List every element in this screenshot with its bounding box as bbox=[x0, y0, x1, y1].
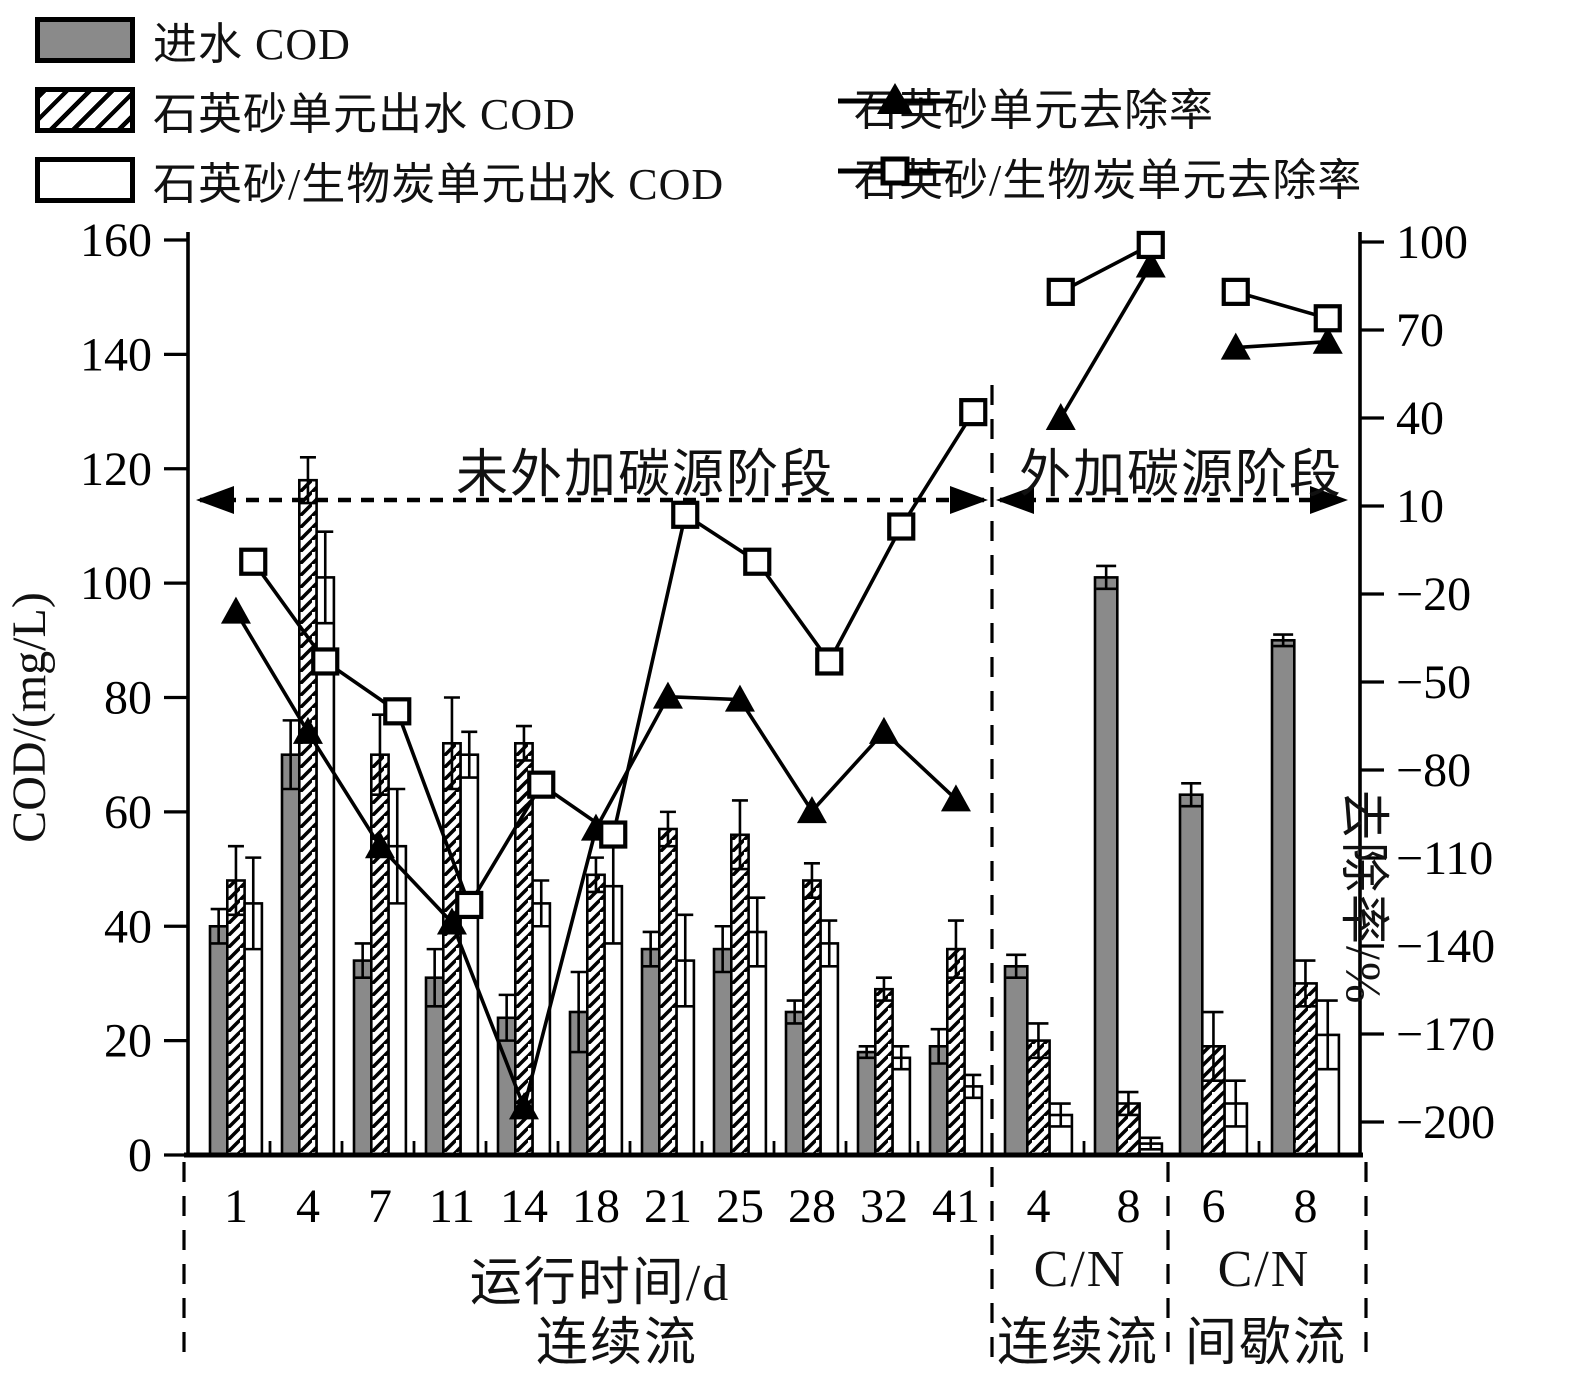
right-axis-title: 去除率/% bbox=[1336, 790, 1392, 1006]
legend-item-influent-cod: 进水 COD bbox=[35, 8, 351, 72]
svg-text:−200: −200 bbox=[1396, 1096, 1495, 1149]
svg-text:80: 80 bbox=[104, 672, 152, 725]
svg-text:14: 14 bbox=[500, 1180, 548, 1233]
svg-text:−140: −140 bbox=[1396, 920, 1495, 973]
section3-top-label: C/N bbox=[1217, 1241, 1311, 1298]
left-axis-title: COD/(mg/L) bbox=[2, 592, 56, 843]
line-series-layer bbox=[220, 230, 1343, 1120]
legend-item-sand-removal: 石英砂单元去除率 bbox=[836, 74, 1214, 138]
section2-top-label: C/N bbox=[1033, 1241, 1127, 1298]
svg-text:100: 100 bbox=[80, 557, 152, 610]
svg-text:1: 1 bbox=[224, 1180, 248, 1233]
svg-text:40: 40 bbox=[104, 900, 152, 953]
svg-text:21: 21 bbox=[644, 1180, 692, 1233]
svg-text:8: 8 bbox=[1116, 1180, 1140, 1233]
svg-text:0: 0 bbox=[128, 1129, 152, 1182]
axes-layer: 160 140 120 100 80 60 40 20 0 100 70 40 10 −20 −50 −80 −… bbox=[80, 214, 1495, 1233]
section1-bottom-label: 连续流 bbox=[535, 1315, 699, 1372]
svg-text:18: 18 bbox=[572, 1180, 620, 1233]
legend-label-biochar-removal: 石英砂/生物炭单元去除率 bbox=[854, 156, 1363, 205]
square-marker-icon bbox=[838, 156, 952, 186]
stage-note-no-carbon: 未外加碳源阶段 bbox=[455, 447, 835, 504]
svg-text:140: 140 bbox=[80, 328, 152, 381]
section2-bottom-label: 连续流 bbox=[996, 1315, 1160, 1372]
legend-label-sand-removal: 石英砂单元去除率 bbox=[854, 86, 1214, 135]
svg-text:28: 28 bbox=[788, 1180, 836, 1233]
separator-lines-layer bbox=[182, 385, 1368, 1360]
svg-text:100: 100 bbox=[1396, 216, 1468, 269]
svg-text:70: 70 bbox=[1396, 304, 1444, 357]
svg-text:4: 4 bbox=[1026, 1180, 1050, 1233]
section3-bottom-label: 间歇流 bbox=[1184, 1315, 1348, 1372]
stage-note-carbon: 外加碳源阶段 bbox=[1018, 447, 1344, 504]
svg-text:11: 11 bbox=[429, 1180, 475, 1233]
svg-text:−110: −110 bbox=[1396, 832, 1493, 885]
svg-text:120: 120 bbox=[80, 443, 152, 496]
svg-text:8: 8 bbox=[1293, 1180, 1317, 1233]
svg-text:32: 32 bbox=[860, 1180, 908, 1233]
svg-text:−80: −80 bbox=[1396, 744, 1471, 797]
svg-text:−20: −20 bbox=[1396, 568, 1471, 621]
svg-text:−170: −170 bbox=[1396, 1008, 1495, 1061]
legend-item-biochar-effluent-cod: 石英砂/生物炭单元出水 COD bbox=[35, 148, 724, 212]
legend-label-biochar-effluent-cod: 石英砂/生物炭单元出水 COD bbox=[153, 160, 725, 209]
legend-item-sand-effluent-cod: 石英砂单元出水 COD bbox=[35, 78, 576, 142]
legend-label-sand-effluent-cod: 石英砂单元出水 COD bbox=[153, 90, 576, 139]
legend-label-influent-cod: 进水 COD bbox=[153, 20, 351, 69]
legend-item-biochar-removal: 石英砂/生物炭单元去除率 bbox=[836, 144, 1362, 208]
svg-text:10: 10 bbox=[1396, 480, 1444, 533]
sand-effluent-swatch bbox=[35, 87, 135, 133]
svg-text:25: 25 bbox=[716, 1180, 764, 1233]
section1-top-label: 运行时间/d bbox=[469, 1255, 731, 1312]
svg-text:4: 4 bbox=[296, 1180, 320, 1233]
svg-text:160: 160 bbox=[80, 214, 152, 267]
stage-arrow-layer bbox=[196, 486, 1348, 514]
svg-text:7: 7 bbox=[368, 1180, 392, 1233]
svg-text:60: 60 bbox=[104, 786, 152, 839]
triangle-marker-icon bbox=[838, 83, 952, 114]
bars-layer bbox=[208, 456, 1341, 1157]
svg-text:20: 20 bbox=[104, 1015, 152, 1068]
biochar-effluent-swatch bbox=[35, 157, 135, 203]
svg-text:40: 40 bbox=[1396, 392, 1444, 445]
svg-text:−50: −50 bbox=[1396, 656, 1471, 709]
svg-text:6: 6 bbox=[1201, 1180, 1225, 1233]
influent-cod-swatch bbox=[35, 17, 135, 63]
svg-text:41: 41 bbox=[932, 1180, 980, 1233]
